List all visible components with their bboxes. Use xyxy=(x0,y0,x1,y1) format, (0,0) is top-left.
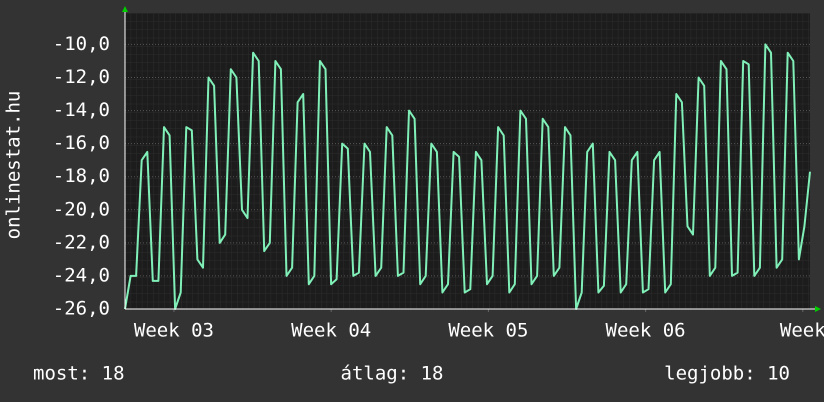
y-tick-label: -24,0 xyxy=(53,264,110,286)
y-tick-label: -10,0 xyxy=(53,33,110,55)
y-tick-label: -12,0 xyxy=(53,66,110,88)
y-tick-label: -26,0 xyxy=(53,298,110,320)
x-tick-label: Week 03 xyxy=(134,320,214,342)
legend-legjobb: legjobb: 10 xyxy=(664,363,790,385)
data-line xyxy=(124,43,811,310)
y-tick-label: -18,0 xyxy=(53,165,110,187)
y-axis-label: onlinestat.hu xyxy=(3,91,25,240)
legend-atlag: átlag: 18 xyxy=(341,363,444,385)
y-arrow xyxy=(122,6,128,12)
x-tick-label: Week 04 xyxy=(291,320,371,342)
x-tick-label: Week 06 xyxy=(606,320,686,342)
legend-most: most: 18 xyxy=(33,363,125,385)
y-tick-label: -16,0 xyxy=(53,132,110,154)
y-tick-label: -20,0 xyxy=(53,198,110,220)
x-arrow xyxy=(815,306,821,312)
x-tick-label: Week 05 xyxy=(448,320,528,342)
y-tick-label: -22,0 xyxy=(53,231,110,253)
y-tick-label: -14,0 xyxy=(53,99,110,121)
x-tick-label: Week xyxy=(780,320,824,342)
